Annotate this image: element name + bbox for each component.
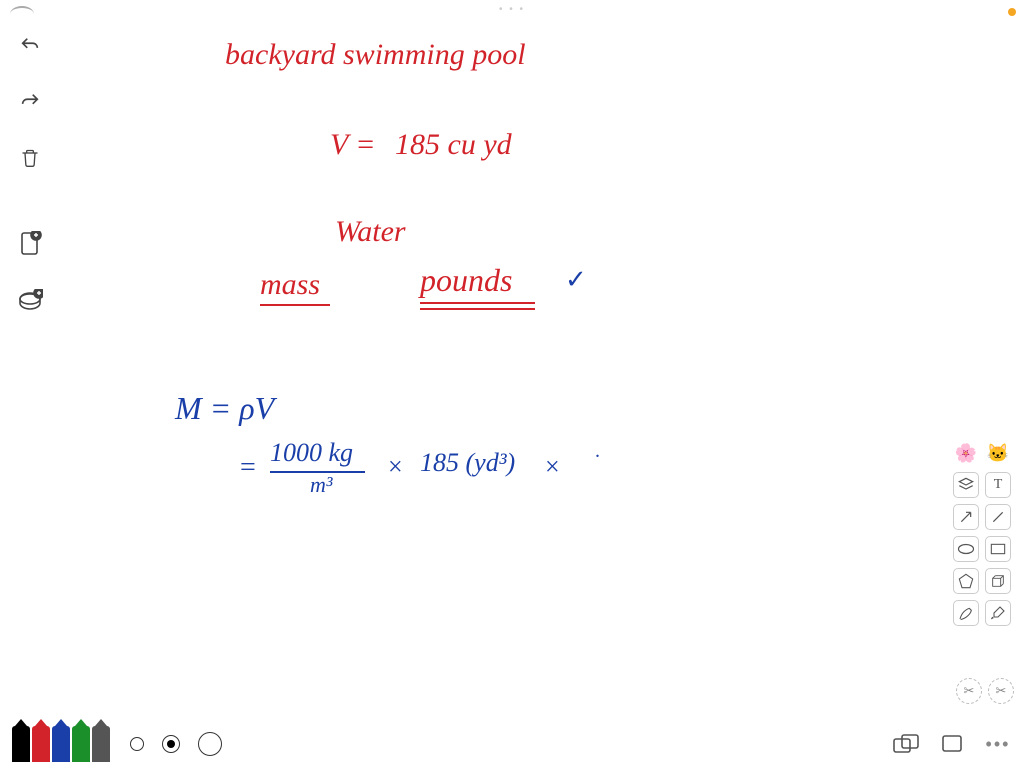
text-density-numerator: 1000 kg bbox=[270, 438, 353, 468]
text-volume-value: 185 cu yd bbox=[395, 128, 512, 162]
pen-blue[interactable] bbox=[52, 726, 70, 762]
lasso-scissors-group: ✂ ✂ bbox=[956, 678, 1014, 704]
top-bar: • • • bbox=[0, 0, 1024, 18]
text-volume-term: 185 (yd³) bbox=[420, 448, 515, 478]
layers-button[interactable] bbox=[953, 472, 979, 498]
cut-tool-button[interactable]: ✂ bbox=[988, 678, 1014, 704]
arrow-tool-button[interactable] bbox=[953, 504, 979, 530]
page-button[interactable] bbox=[938, 732, 966, 756]
polygon-tool-button[interactable] bbox=[953, 568, 979, 594]
bottom-toolbar: ••• bbox=[0, 720, 1024, 768]
text-m-equals-rho-v: M = ρV bbox=[175, 390, 274, 427]
text-water: Water bbox=[335, 215, 406, 249]
drag-handle-icon bbox=[10, 6, 34, 14]
brush-tool-button[interactable] bbox=[985, 600, 1011, 626]
text-density-denominator: m³ bbox=[310, 472, 332, 498]
more-button[interactable]: ••• bbox=[984, 732, 1012, 756]
text-times-2: × bbox=[545, 452, 560, 482]
brush-size-set bbox=[130, 732, 222, 756]
photo-tool-button[interactable]: 🌸 bbox=[953, 440, 979, 466]
text-times-1: × bbox=[388, 452, 403, 482]
pen-color-set bbox=[12, 726, 110, 762]
text-title: backyard swimming pool bbox=[225, 38, 526, 72]
pen-gray[interactable] bbox=[92, 726, 110, 762]
top-drag-dots: • • • bbox=[499, 4, 525, 15]
pounds-underline-2 bbox=[420, 308, 535, 310]
text-pounds: pounds bbox=[420, 262, 512, 299]
pen-tool-button[interactable] bbox=[953, 600, 979, 626]
pen-red[interactable] bbox=[32, 726, 50, 762]
add-shape-button[interactable] bbox=[14, 284, 46, 316]
pounds-underline-1 bbox=[420, 302, 535, 304]
recording-indicator-icon bbox=[1008, 8, 1016, 16]
bottom-right-controls: ••• bbox=[892, 732, 1012, 756]
text-v-equals: V = bbox=[330, 128, 376, 162]
text-eq-sign: = bbox=[240, 452, 256, 484]
line-tool-button[interactable] bbox=[985, 504, 1011, 530]
sticker-tool-button[interactable]: 🐱 bbox=[985, 440, 1011, 466]
text-trailing-dot: . bbox=[595, 440, 600, 463]
rectangle-tool-button[interactable] bbox=[985, 536, 1011, 562]
pen-black[interactable] bbox=[12, 726, 30, 762]
text-tool-button[interactable]: T bbox=[985, 472, 1011, 498]
brush-size-small[interactable] bbox=[130, 737, 144, 751]
brush-size-medium[interactable] bbox=[162, 735, 180, 753]
ellipse-tool-button[interactable] bbox=[953, 536, 979, 562]
redo-button[interactable] bbox=[14, 86, 46, 118]
cube-tool-button[interactable] bbox=[985, 568, 1011, 594]
lasso-tool-button[interactable]: ✂ bbox=[956, 678, 982, 704]
drawing-canvas[interactable]: backyard swimming pool V = 185 cu yd Wat… bbox=[120, 20, 860, 680]
blue-checkmark-icon: ✓ bbox=[565, 264, 587, 295]
brush-size-large[interactable] bbox=[198, 732, 222, 756]
undo-button[interactable] bbox=[14, 30, 46, 62]
pen-green[interactable] bbox=[72, 726, 90, 762]
text-mass: mass bbox=[260, 268, 320, 302]
right-toolbar: 🌸 🐱 T bbox=[950, 440, 1014, 626]
left-toolbar bbox=[10, 30, 50, 316]
trash-button[interactable] bbox=[14, 142, 46, 174]
multitask-button[interactable] bbox=[892, 732, 920, 756]
mass-underline bbox=[260, 304, 330, 306]
new-page-button[interactable] bbox=[14, 228, 46, 260]
